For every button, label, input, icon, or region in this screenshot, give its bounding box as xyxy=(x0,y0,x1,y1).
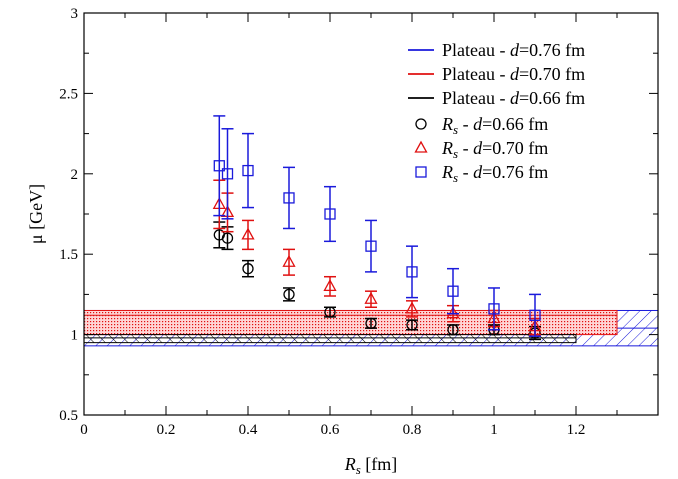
point-marker xyxy=(221,232,234,244)
axis-ticks xyxy=(83,12,658,416)
legend-entry: Plateau - d=0.70 fm xyxy=(408,64,585,84)
point-marker xyxy=(242,164,254,177)
data-point xyxy=(283,287,295,302)
legend-entry: Rs - d=0.66 fm xyxy=(415,114,548,137)
data-point xyxy=(324,306,336,318)
data-point xyxy=(406,319,418,331)
data-point xyxy=(488,287,500,331)
point-marker xyxy=(365,317,377,329)
point-marker xyxy=(364,291,378,304)
point-marker xyxy=(529,309,541,321)
y-tick-label: 3 xyxy=(71,6,79,22)
point-marker xyxy=(242,263,254,275)
y-tick-label: 1.5 xyxy=(59,247,78,263)
legend-label: Rs - d=0.70 fm xyxy=(441,138,548,161)
legend-label: Plateau - d=0.70 fm xyxy=(442,64,585,84)
data-point xyxy=(213,115,226,217)
series-2 xyxy=(213,115,541,337)
point-marker xyxy=(323,279,337,292)
point-marker xyxy=(324,208,336,220)
x-tick-label: 0.4 xyxy=(239,422,258,438)
data-points xyxy=(212,115,542,341)
point-marker xyxy=(446,306,460,319)
data-point xyxy=(447,324,459,336)
point-marker xyxy=(488,303,500,315)
x-tick-label: 0.8 xyxy=(403,422,422,438)
point-marker xyxy=(447,285,459,297)
x-tick-label: 0.2 xyxy=(157,422,176,438)
data-point xyxy=(529,293,541,337)
data-point xyxy=(406,245,418,299)
x-tick-label: 0.6 xyxy=(321,422,340,438)
data-point xyxy=(405,300,419,318)
legend: Plateau - d=0.76 fm Plateau - d=0.70 fm Pl… xyxy=(408,40,585,185)
y-tick-label: 2.5 xyxy=(59,86,78,102)
data-point xyxy=(364,290,378,309)
legend-marker xyxy=(414,140,428,153)
plateau-band-2 xyxy=(83,334,577,344)
point-marker xyxy=(406,319,418,331)
legend-entry: Plateau - d=0.76 fm xyxy=(408,40,585,60)
y-axis-label: μ [GeV] xyxy=(26,184,46,244)
point-marker xyxy=(324,306,336,318)
point-marker xyxy=(447,324,459,336)
data-point xyxy=(221,128,234,220)
data-point xyxy=(242,132,254,209)
point-marker xyxy=(241,227,255,240)
plateau-band-1 xyxy=(83,309,618,336)
legend-marker xyxy=(415,118,427,130)
data-point xyxy=(282,248,296,276)
point-marker xyxy=(213,160,225,172)
tick-labels: 0 0.2 0.4 0.6 0.8 1 1.2 0.5 1 1.5 2 2.5 3 xyxy=(59,6,585,438)
x-tick-label: 1 xyxy=(490,422,498,438)
x-axis-label: Rs [fm] xyxy=(344,454,398,477)
point-marker xyxy=(221,168,234,180)
data-point xyxy=(447,267,459,315)
x-tick-label: 0 xyxy=(80,422,88,438)
legend-label: Rs - d=0.76 fm xyxy=(441,162,548,185)
legend-marker xyxy=(415,166,427,178)
x-tick-label: 1.2 xyxy=(567,422,586,438)
data-point xyxy=(323,275,337,297)
y-tick-label: 0.5 xyxy=(59,408,78,424)
plateau-band-rect xyxy=(83,309,618,336)
data-point xyxy=(283,166,295,230)
y-tick-label: 2 xyxy=(71,167,79,183)
legend-label: Plateau - d=0.76 fm xyxy=(442,40,585,60)
legend-entry: Plateau - d=0.66 fm xyxy=(408,88,585,108)
data-point xyxy=(365,317,377,329)
point-marker xyxy=(283,192,295,204)
point-marker xyxy=(282,254,296,267)
legend-label: Rs - d=0.66 fm xyxy=(441,114,548,137)
point-marker xyxy=(283,288,295,301)
legend-entry: Rs - d=0.76 fm xyxy=(415,162,548,185)
legend-entry: Rs - d=0.70 fm xyxy=(414,138,548,161)
data-point xyxy=(241,219,255,251)
point-marker xyxy=(406,266,418,278)
point-marker xyxy=(365,240,377,252)
data-point xyxy=(242,259,254,278)
legend-label: Plateau - d=0.66 fm xyxy=(442,88,585,108)
data-point xyxy=(365,219,377,273)
plateau-band-rect xyxy=(83,334,577,344)
y-tick-label: 1 xyxy=(71,328,79,344)
point-marker xyxy=(405,301,419,314)
data-point xyxy=(324,185,336,243)
